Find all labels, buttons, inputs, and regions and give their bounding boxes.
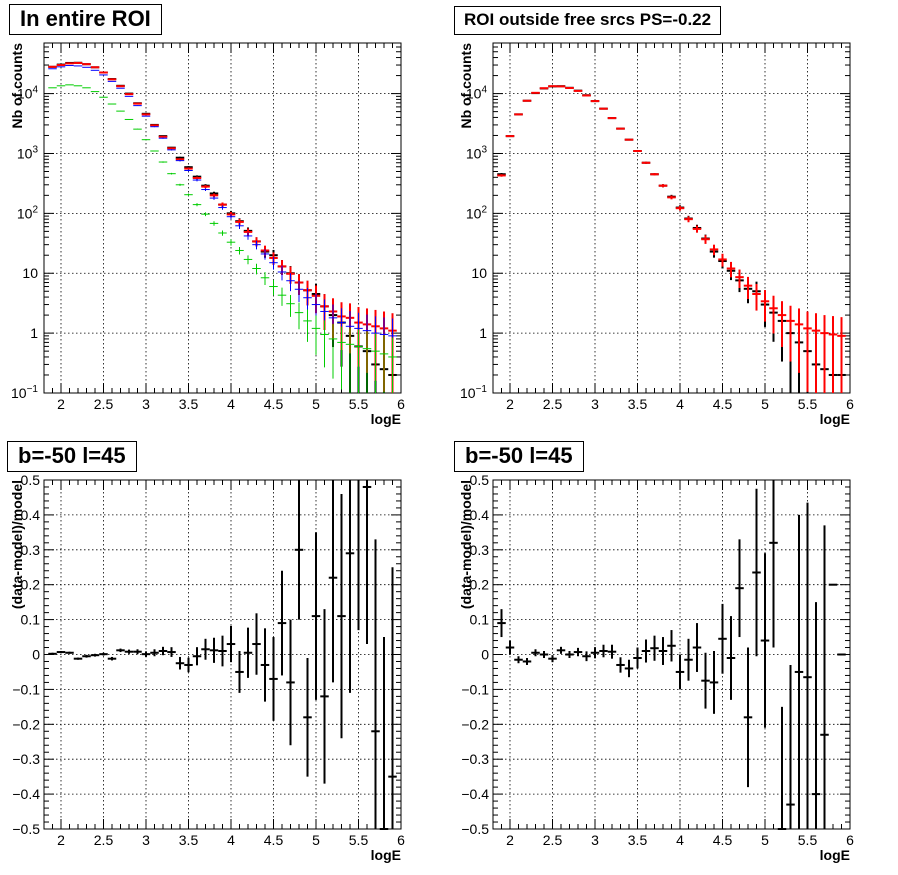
y-tick-label: −0.4 xyxy=(12,786,40,802)
series-1 xyxy=(48,480,397,830)
x-tick-label: 6 xyxy=(846,832,854,848)
x-tick-label: 4.5 xyxy=(264,396,284,412)
x-tick-label: 4 xyxy=(676,396,684,412)
x-tick-label: 2.5 xyxy=(543,832,563,848)
y-tick-label: −0.2 xyxy=(461,716,489,732)
x-tick-label: 5.5 xyxy=(349,832,369,848)
y-tick-label: 103 xyxy=(17,144,39,161)
x-axis-label: logE xyxy=(371,411,401,427)
panel-2-title: ROI outside free srcs PS=-0.22 xyxy=(454,6,722,35)
x-tick-label: 3.5 xyxy=(628,396,648,412)
y-tick-label: 1 xyxy=(479,325,487,341)
y-tick-label: −0.1 xyxy=(461,681,489,697)
y-tick-label: 0.5 xyxy=(21,472,41,488)
y-tick-label: 102 xyxy=(466,204,488,221)
y-tick-label: 104 xyxy=(17,85,39,102)
x-axis-label: logE xyxy=(371,847,401,863)
y-tick-label: 0.1 xyxy=(470,612,490,628)
y-tick-label: 0.4 xyxy=(21,507,41,523)
x-tick-label: 5.5 xyxy=(798,396,818,412)
x-tick-label: 5.5 xyxy=(349,396,369,412)
x-tick-label: 2 xyxy=(506,832,514,848)
series-1 xyxy=(497,85,846,393)
y-tick-label: 10−1 xyxy=(460,384,487,401)
panel-3: 2 2.5 3 3.5 4 4.5 5 5.5 6 −0.5 −0.4 −0.3 −0.2 −0.1 0 0.… xyxy=(9,472,405,863)
x-tick-label: 4 xyxy=(227,832,235,848)
y-tick-label: 102 xyxy=(17,204,39,221)
x-tick-label: 2.5 xyxy=(94,396,114,412)
y-tick-label: 0 xyxy=(32,647,40,663)
x-tick-label: 6 xyxy=(397,396,405,412)
x-tick-label: 3 xyxy=(142,396,150,412)
panel-4: 2 2.5 3 3.5 4 4.5 5 5.5 6 −0.5 −0.4 −0.3 −0.2 −0.1 0 0.… xyxy=(458,472,854,863)
y-axis-label: (data-model)/model xyxy=(458,480,474,609)
y-tick-label: −0.5 xyxy=(461,821,489,837)
x-tick-label: 3 xyxy=(591,396,599,412)
y-tick-label: 103 xyxy=(466,144,488,161)
y-axis-label: (data-model)/model xyxy=(9,480,25,609)
y-tick-label: 10 xyxy=(471,265,487,281)
x-tick-label: 3.5 xyxy=(628,832,648,848)
y-tick-label: −0.3 xyxy=(12,751,40,767)
panel-1-title: In entire ROI xyxy=(9,4,162,35)
x-tick-label: 3 xyxy=(142,832,150,848)
x-tick-label: 4.5 xyxy=(713,832,733,848)
x-tick-label: 5 xyxy=(312,396,320,412)
plot-frame xyxy=(492,42,851,394)
y-tick-label: −0.3 xyxy=(461,751,489,767)
y-tick-label: −0.4 xyxy=(461,786,489,802)
x-tick-label: 6 xyxy=(846,396,854,412)
y-tick-label: 0.3 xyxy=(470,542,490,558)
y-axis-label: Nb of counts xyxy=(9,43,25,129)
x-tick-label: 2 xyxy=(506,396,514,412)
y-tick-label: 0.4 xyxy=(470,507,490,523)
y-tick-label: 0.5 xyxy=(470,472,490,488)
y-axis-label: Nb of counts xyxy=(458,43,474,129)
y-tick-label: −0.5 xyxy=(12,821,40,837)
y-tick-label: 104 xyxy=(466,85,488,102)
x-tick-label: 3.5 xyxy=(179,832,199,848)
y-tick-label: 1 xyxy=(30,325,38,341)
x-tick-label: 3.5 xyxy=(179,396,199,412)
y-tick-label: 0.2 xyxy=(470,577,490,593)
panel-1: 2 2.5 3 3.5 4 4.5 5 5.5 6 10−1 1 10 102 103 104 logE Nb … xyxy=(9,42,405,427)
series-1 xyxy=(48,61,397,393)
x-tick-label: 3 xyxy=(591,832,599,848)
series-2 xyxy=(48,61,397,393)
x-tick-label: 4.5 xyxy=(713,396,733,412)
series-2 xyxy=(497,85,846,393)
y-tick-label: 0 xyxy=(481,647,489,663)
y-tick-label: −0.2 xyxy=(12,716,40,732)
x-tick-label: 5 xyxy=(312,832,320,848)
x-tick-label: 5 xyxy=(761,396,769,412)
plot-frame xyxy=(43,42,402,394)
series-4 xyxy=(48,84,397,393)
y-tick-label: 10−1 xyxy=(11,384,38,401)
x-tick-label: 4.5 xyxy=(264,832,284,848)
y-tick-label: 0.2 xyxy=(21,577,41,593)
y-tick-label: −0.1 xyxy=(12,681,40,697)
x-axis-label: logE xyxy=(820,847,850,863)
x-tick-label: 4 xyxy=(227,396,235,412)
x-tick-label: 4 xyxy=(676,832,684,848)
series-1 xyxy=(497,480,846,830)
x-tick-label: 5.5 xyxy=(798,832,818,848)
panel-3-title: b=-50 l=45 xyxy=(7,441,137,472)
panel-2: 2 2.5 3 3.5 4 4.5 5 5.5 6 10−1 1 10 102 103 104 logE Nb … xyxy=(458,42,854,427)
panel-4-title: b=-50 l=45 xyxy=(454,441,584,472)
y-tick-label: 10 xyxy=(22,265,38,281)
y-tick-label: 0.3 xyxy=(21,542,41,558)
y-tick-label: 0.1 xyxy=(21,612,41,628)
x-tick-label: 2 xyxy=(57,832,65,848)
x-tick-label: 2.5 xyxy=(543,396,563,412)
x-tick-label: 6 xyxy=(397,832,405,848)
series-3 xyxy=(48,64,397,393)
x-tick-label: 2 xyxy=(57,396,65,412)
x-tick-label: 5 xyxy=(761,832,769,848)
x-tick-label: 2.5 xyxy=(94,832,114,848)
x-axis-label: logE xyxy=(820,411,850,427)
